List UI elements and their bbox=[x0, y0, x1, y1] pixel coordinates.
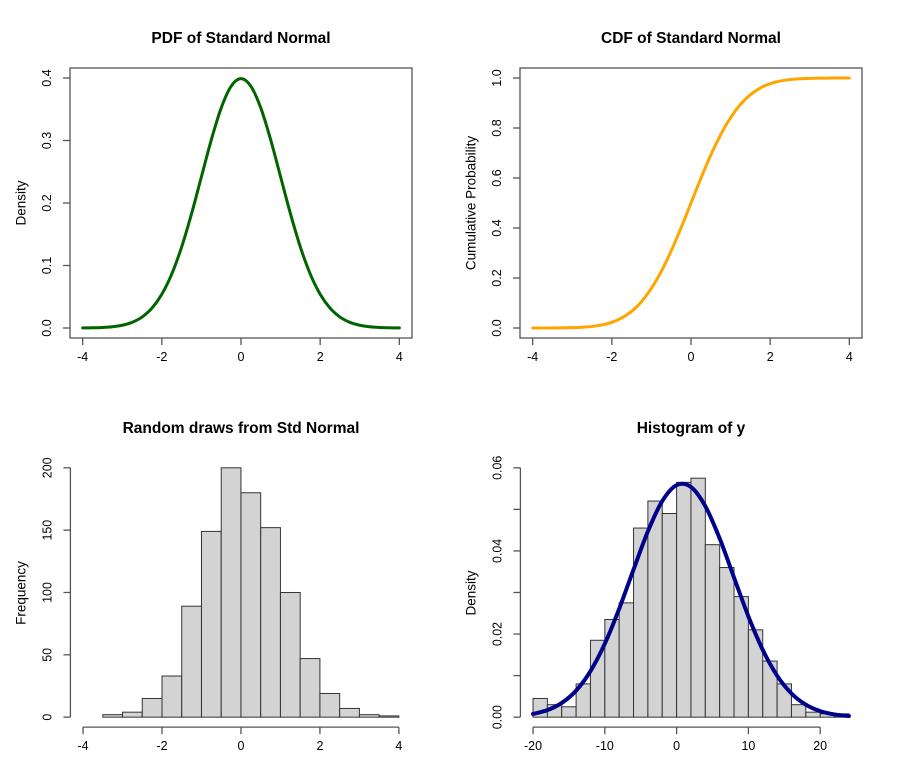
x-tick-label: -2 bbox=[156, 739, 167, 753]
pdf-plot: -4 -2 0 2 4 0.0 0.1 0.2 0.3 0.4 bbox=[40, 67, 413, 364]
histogram-bar bbox=[633, 527, 649, 718]
density-histogram-plot: -20 -10 0 10 20 0.00 0.02 0.04 0.06 bbox=[490, 456, 851, 753]
x-tick-label: -4 bbox=[77, 739, 88, 753]
y-tick-label: 0.4 bbox=[40, 69, 54, 86]
x-tick-label: -4 bbox=[77, 350, 88, 364]
x-tick-label: 0 bbox=[238, 350, 245, 364]
x-tick-label: 0 bbox=[673, 739, 680, 753]
x-tick-label: 20 bbox=[813, 739, 827, 753]
cdf-plot: -4 -2 0 2 4 0.0 0.2 0.4 0.6 0.8 1.0 bbox=[490, 67, 863, 364]
histogram-bar bbox=[161, 675, 183, 718]
y-tick-label: 0.04 bbox=[490, 539, 504, 563]
x-tick-label: -2 bbox=[156, 350, 167, 364]
histogram-bar bbox=[618, 602, 635, 718]
histogram-bar bbox=[647, 500, 663, 718]
histogram-bar bbox=[358, 714, 380, 718]
histogram-bar bbox=[719, 567, 735, 718]
histogram-bar bbox=[279, 591, 301, 718]
histogram-bar bbox=[141, 697, 163, 718]
histogram-bar bbox=[181, 605, 202, 718]
y-tick-label: 0.0 bbox=[490, 319, 504, 336]
y-tick-label: 150 bbox=[40, 520, 54, 541]
pdf-curve bbox=[81, 77, 401, 330]
x-tick-label: -2 bbox=[606, 350, 617, 364]
histogram-bar bbox=[790, 704, 807, 718]
x-tick-label: 2 bbox=[316, 739, 323, 753]
x-tick-label: 2 bbox=[317, 350, 324, 364]
x-tick-label: 4 bbox=[395, 739, 402, 753]
x-tick-label: 0 bbox=[237, 739, 244, 753]
y-axis-label: Frequency bbox=[13, 561, 29, 625]
histogram-bar bbox=[240, 492, 262, 718]
y-tick-label: 100 bbox=[40, 582, 54, 603]
histogram-bar bbox=[690, 477, 706, 718]
x-tick-label: 2 bbox=[767, 350, 774, 364]
y-tick-label: 0 bbox=[40, 714, 54, 721]
chart-title: Histogram of y bbox=[636, 420, 746, 437]
y-axis-label: Density bbox=[13, 180, 29, 226]
y-tick-label: 0.06 bbox=[490, 456, 504, 480]
y-tick-label: 0.3 bbox=[40, 132, 54, 149]
histogram-bar bbox=[122, 711, 143, 718]
y-tick-label: 1.0 bbox=[490, 69, 504, 86]
histogram-bar bbox=[339, 707, 360, 718]
y-tick-label: 0.02 bbox=[490, 622, 504, 646]
frequency-histogram-plot: -4 -2 0 2 4 0 50 100 150 200 bbox=[40, 457, 402, 753]
y-tick-label: 0.4 bbox=[490, 219, 504, 236]
plot-box bbox=[69, 67, 413, 339]
x-tick-label: 4 bbox=[396, 350, 403, 364]
histogram-bar bbox=[102, 714, 124, 718]
y-tick-label: 0.1 bbox=[40, 257, 54, 274]
y-tick-label: 200 bbox=[40, 457, 54, 478]
y-axis-label: Cumulative Probability bbox=[463, 135, 479, 271]
x-tick-label: 10 bbox=[741, 739, 755, 753]
y-axis-label: Density bbox=[463, 570, 479, 616]
y-tick-label: 0.2 bbox=[40, 194, 54, 211]
y-tick-label: 50 bbox=[40, 648, 54, 662]
panel-random-draws-histogram: -4 -2 0 2 4 0 50 100 150 200 Random draws from St… bbox=[0, 390, 450, 779]
x-tick-label: -10 bbox=[596, 739, 614, 753]
histogram-bar bbox=[260, 527, 281, 718]
chart-title: Random draws from Std Normal bbox=[122, 420, 360, 437]
chart-title: CDF of Standard Normal bbox=[601, 30, 781, 47]
y-tick-label: 0.2 bbox=[490, 269, 504, 286]
histogram-bar bbox=[676, 481, 692, 718]
panel-pdf-standard-normal: -4 -2 0 2 4 0.0 0.1 0.2 0.3 0.4 PDF of Standard N… bbox=[0, 0, 450, 390]
histogram-bar bbox=[299, 658, 321, 718]
x-tick-label: 4 bbox=[846, 350, 853, 364]
histogram-bar bbox=[319, 692, 341, 718]
panel-cdf-standard-normal: -4 -2 0 2 4 0.0 0.2 0.4 0.6 0.8 1.0 CDF of Standar… bbox=[450, 0, 900, 390]
histogram-bar bbox=[805, 711, 821, 718]
histogram-bar bbox=[200, 530, 222, 718]
y-tick-label: 0.00 bbox=[490, 705, 504, 729]
cdf-curve bbox=[531, 76, 851, 330]
x-tick-label: -4 bbox=[527, 350, 538, 364]
x-tick-label: -20 bbox=[524, 739, 542, 753]
histogram-bar bbox=[561, 706, 577, 718]
histogram-bar bbox=[220, 467, 242, 718]
y-tick-label: 0.8 bbox=[490, 119, 504, 136]
x-tick-label: 0 bbox=[688, 350, 695, 364]
normal-density-curve bbox=[531, 481, 851, 719]
y-tick-label: 0.0 bbox=[40, 319, 54, 336]
panel-histogram-of-y: -20 -10 0 10 20 0.00 0.02 0.04 0.06 Histogram of… bbox=[450, 390, 900, 779]
histogram-bar bbox=[661, 513, 678, 718]
histogram-bar bbox=[378, 715, 400, 718]
histogram-bar bbox=[704, 544, 721, 718]
y-tick-label: 0.6 bbox=[490, 169, 504, 186]
chart-title: PDF of Standard Normal bbox=[151, 30, 331, 47]
